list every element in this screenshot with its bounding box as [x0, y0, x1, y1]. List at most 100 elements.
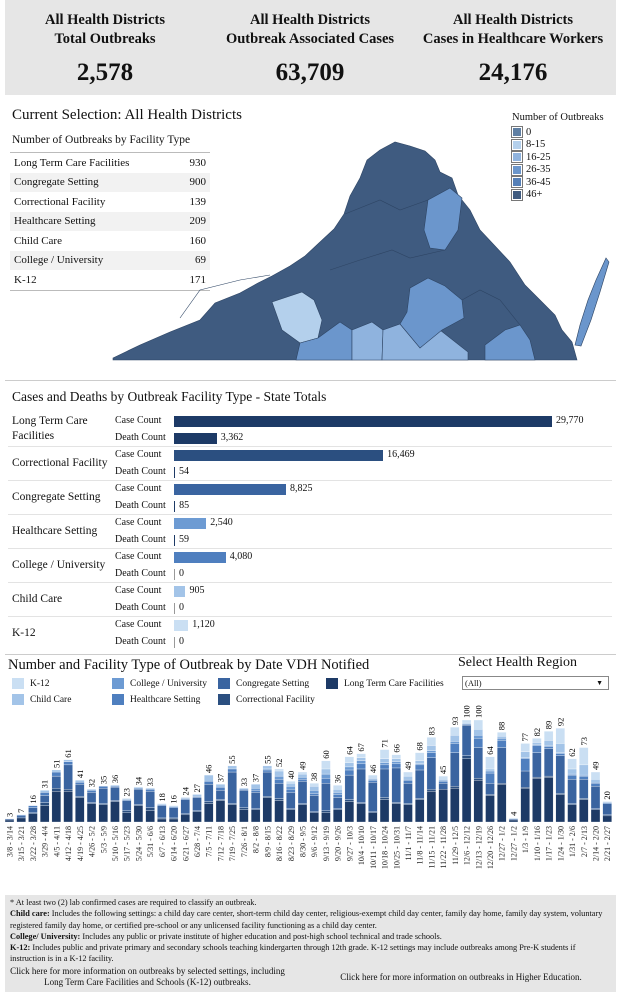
- bar-segment[interactable]: [450, 752, 460, 787]
- bar-segment[interactable]: [227, 768, 237, 773]
- bar-segment[interactable]: [98, 788, 108, 804]
- bar-segment[interactable]: [461, 722, 472, 725]
- bar-segment[interactable]: [75, 784, 85, 797]
- bar-segment[interactable]: [75, 797, 85, 823]
- bar-segment[interactable]: [426, 757, 437, 790]
- bar-segment[interactable]: [508, 817, 519, 820]
- bar-segment[interactable]: [579, 747, 589, 766]
- bar-segment[interactable]: [450, 788, 460, 823]
- bar-segment[interactable]: [356, 803, 366, 823]
- bar-segment[interactable]: [239, 809, 249, 823]
- bar-segment[interactable]: [63, 789, 73, 792]
- case-count-bar[interactable]: [174, 484, 287, 495]
- bar-segment[interactable]: [145, 807, 155, 811]
- legend-item[interactable]: K-12: [12, 678, 50, 689]
- bar-segment[interactable]: [532, 776, 542, 779]
- bar-segment[interactable]: [286, 808, 296, 810]
- bar-segment[interactable]: [403, 804, 413, 823]
- bar-segment[interactable]: [508, 819, 519, 823]
- bar-segment[interactable]: [286, 781, 296, 784]
- bar-segment[interactable]: [286, 783, 296, 787]
- bar-segment[interactable]: [497, 738, 507, 741]
- bar-segment[interactable]: [321, 760, 331, 770]
- bar-segment[interactable]: [520, 743, 530, 752]
- bar-segment[interactable]: [543, 745, 554, 747]
- legend-item[interactable]: Correctional Facility: [218, 694, 315, 705]
- bar-segment[interactable]: [110, 787, 120, 801]
- bar-segment[interactable]: [262, 765, 272, 770]
- table-row[interactable]: K-12 171: [10, 270, 210, 290]
- table-row[interactable]: Healthcare Setting 209: [10, 211, 210, 231]
- bar-segment[interactable]: [485, 756, 495, 770]
- bar-segment[interactable]: [555, 755, 565, 794]
- health-region-select[interactable]: (All) ▼: [462, 676, 609, 690]
- bar-segment[interactable]: [368, 812, 378, 823]
- bar-segment[interactable]: [110, 800, 120, 802]
- bar-segment[interactable]: [86, 803, 97, 823]
- bar-segment[interactable]: [297, 804, 308, 823]
- bar-segment[interactable]: [4, 819, 15, 823]
- case-count-bar[interactable]: [174, 552, 226, 563]
- bar-segment[interactable]: [379, 762, 390, 766]
- bar-segment[interactable]: [98, 804, 108, 823]
- bar-segment[interactable]: [286, 786, 296, 790]
- bar-segment[interactable]: [555, 753, 565, 756]
- bar-segment[interactable]: [403, 783, 413, 804]
- bar-segment[interactable]: [602, 802, 612, 804]
- bar-segment[interactable]: [438, 779, 448, 781]
- bar-segment[interactable]: [485, 768, 495, 772]
- bar-segment[interactable]: [438, 783, 448, 790]
- legend-item[interactable]: Healthcare Setting: [112, 694, 200, 705]
- bar-segment[interactable]: [262, 796, 272, 798]
- bar-segment[interactable]: [157, 817, 167, 820]
- bar-segment[interactable]: [426, 737, 437, 746]
- bar-segment[interactable]: [379, 758, 390, 763]
- bar-segment[interactable]: [391, 767, 401, 803]
- bar-segment[interactable]: [532, 777, 542, 823]
- bar-segment[interactable]: [368, 774, 378, 779]
- bar-segment[interactable]: [590, 771, 601, 780]
- bar-segment[interactable]: [379, 799, 390, 823]
- bar-segment[interactable]: [555, 743, 565, 753]
- bar-segment[interactable]: [297, 803, 308, 805]
- death-count-bar[interactable]: [174, 569, 175, 580]
- bar-segment[interactable]: [356, 802, 366, 804]
- case-count-bar[interactable]: [174, 450, 384, 461]
- bar-segment[interactable]: [321, 777, 331, 784]
- bar-segment[interactable]: [567, 779, 577, 804]
- bar-segment[interactable]: [321, 768, 331, 775]
- map-district[interactable]: [271, 291, 323, 344]
- bar-segment[interactable]: [274, 783, 284, 799]
- bar-segment[interactable]: [274, 800, 284, 823]
- bar-segment[interactable]: [344, 801, 355, 823]
- map-district[interactable]: [423, 187, 463, 251]
- bar-segment[interactable]: [333, 794, 343, 798]
- higher-education-info-link[interactable]: Click here for more information on outbr…: [340, 971, 582, 982]
- bar-segment[interactable]: [461, 758, 472, 823]
- bar-segment[interactable]: [133, 804, 144, 806]
- bar-segment[interactable]: [426, 750, 437, 753]
- bar-segment[interactable]: [415, 763, 425, 766]
- bar-segment[interactable]: [567, 774, 577, 780]
- bar-segment[interactable]: [426, 791, 437, 823]
- bar-segment[interactable]: [86, 802, 97, 804]
- bar-segment[interactable]: [579, 764, 589, 776]
- bar-segment[interactable]: [391, 754, 401, 759]
- table-row[interactable]: Long Term Care Facilities 930: [10, 153, 210, 173]
- bar-segment[interactable]: [415, 798, 425, 800]
- bar-segment[interactable]: [145, 791, 155, 808]
- bar-segment[interactable]: [40, 790, 50, 793]
- bar-segment[interactable]: [579, 779, 589, 799]
- bar-segment[interactable]: [286, 809, 296, 823]
- bar-segment[interactable]: [532, 738, 542, 743]
- bar-segment[interactable]: [461, 719, 472, 724]
- bar-segment[interactable]: [497, 732, 507, 737]
- bar-segment[interactable]: [344, 756, 355, 763]
- bar-segment[interactable]: [192, 811, 202, 823]
- bar-segment[interactable]: [28, 812, 38, 814]
- bar-segment[interactable]: [239, 789, 249, 791]
- bar-segment[interactable]: [63, 759, 73, 762]
- bar-segment[interactable]: [344, 799, 355, 802]
- map-legend-item[interactable]: 26-35: [511, 163, 604, 177]
- bar-segment[interactable]: [110, 786, 120, 788]
